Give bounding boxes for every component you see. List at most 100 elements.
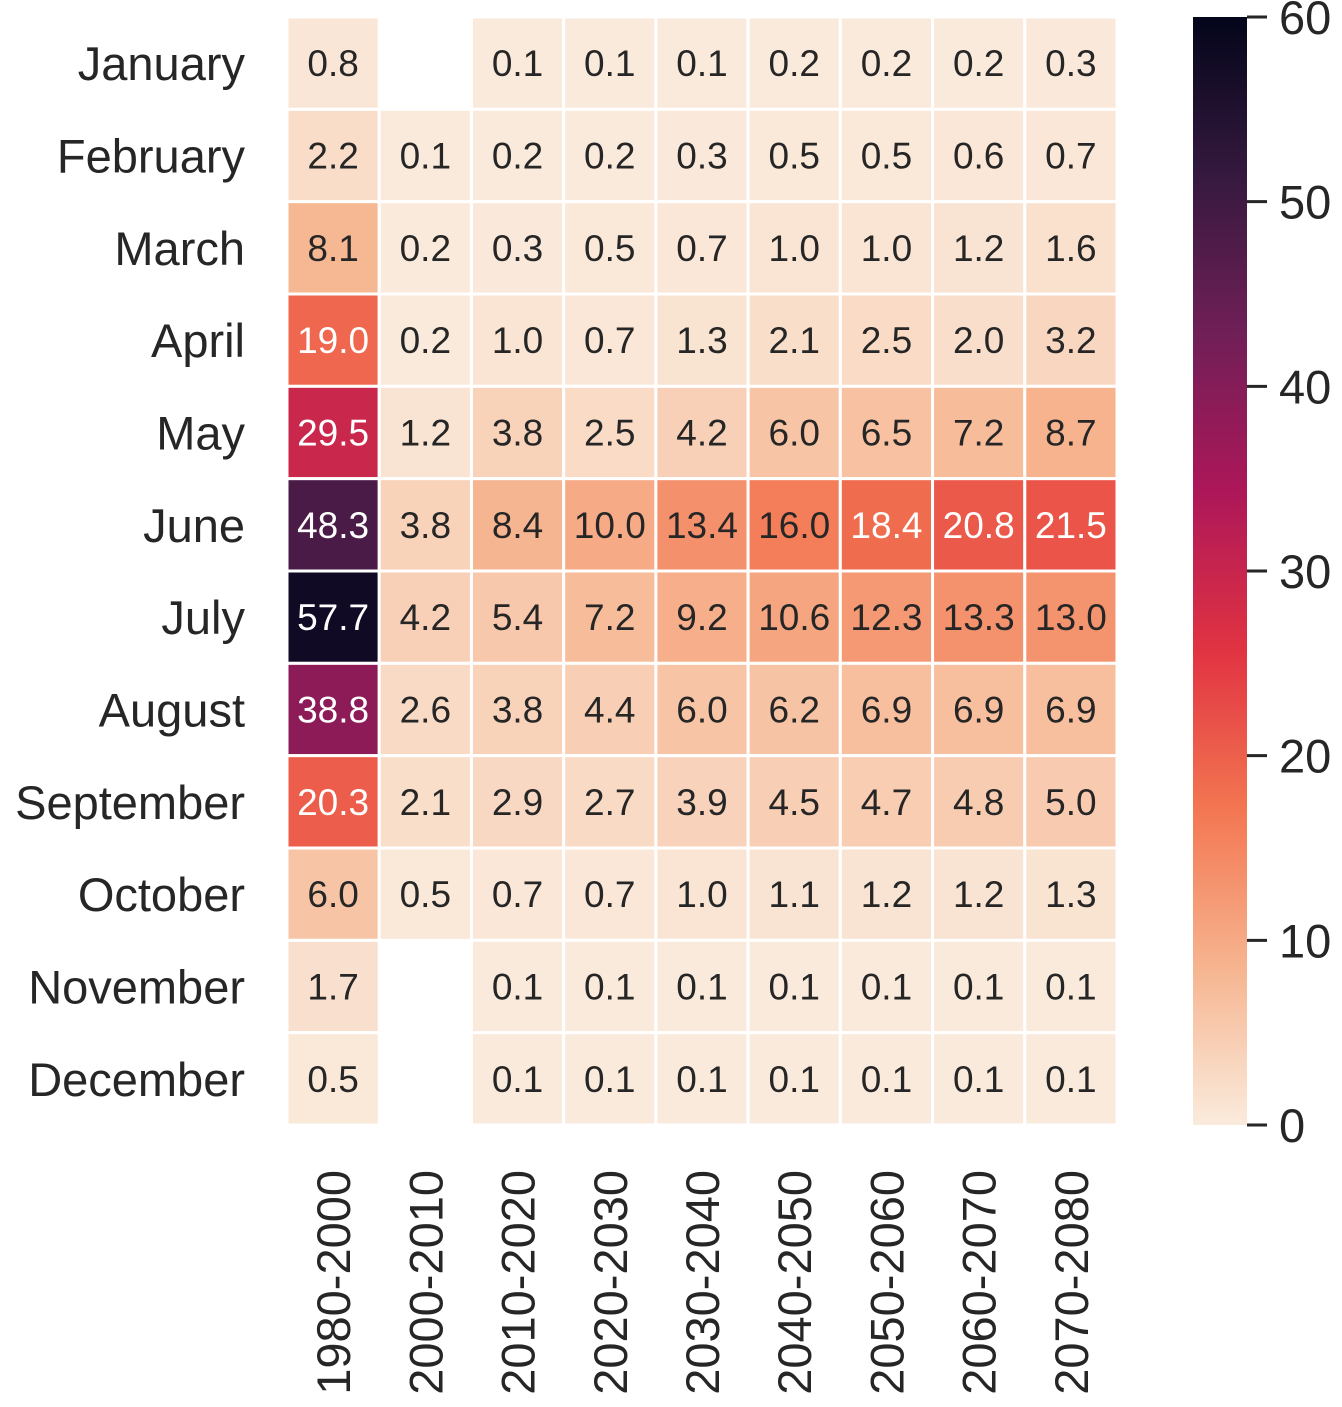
row-label: March — [114, 222, 245, 275]
cell-value-label: 0.5 — [861, 136, 912, 177]
cell-value-label: 1.2 — [400, 413, 451, 454]
heatmap-cell — [562, 754, 658, 850]
cell-value-label: 0.1 — [676, 43, 727, 84]
cell-value-label: 4.8 — [953, 782, 1004, 823]
cell-value-label: 0.2 — [492, 136, 543, 177]
heatmap-cell — [285, 754, 381, 850]
cell-value-label: 6.9 — [1045, 690, 1096, 731]
cell-value-label: 38.8 — [297, 690, 369, 731]
heatmap-cell — [285, 1031, 381, 1127]
cell-value-label: 0.1 — [492, 43, 543, 84]
cell-value-label: 8.1 — [307, 228, 358, 269]
heatmap-cell — [654, 292, 750, 388]
cell-value-label: 0.1 — [400, 136, 451, 177]
colorbar-gradient — [1193, 17, 1247, 1125]
cell-value-label: 2.1 — [769, 320, 820, 361]
cell-value-label: 57.7 — [297, 597, 369, 638]
cell-value-label: 0.3 — [492, 228, 543, 269]
heatmap-cell — [377, 661, 473, 758]
row-label: February — [57, 130, 246, 183]
heatmap-cell — [562, 107, 658, 204]
cell-value-label: 0.6 — [953, 136, 1004, 177]
colorbar: 0 10 20 30 40 50 60 — [1193, 0, 1331, 1152]
heatmap-cell — [562, 661, 658, 758]
heatmap-cell — [654, 754, 750, 850]
cell-value-label: 0.5 — [584, 228, 635, 269]
heatmap-cell — [746, 754, 842, 850]
heatmap-cell — [838, 1031, 935, 1127]
heatmap-cell — [838, 384, 935, 481]
heatmap-cell — [1023, 846, 1119, 942]
cell-value-label: 2.1 — [400, 782, 451, 823]
cell-value-label: 1.3 — [1045, 874, 1096, 915]
column-label: 2020-2030 — [584, 1170, 637, 1395]
cell-value-label: 6.0 — [769, 413, 820, 454]
heatmap-cell — [1023, 200, 1119, 296]
heatmap-cell — [1023, 754, 1119, 850]
cell-value-label: 0.1 — [584, 1059, 635, 1100]
cell-value-label: 0.7 — [584, 874, 635, 915]
row-label: November — [28, 961, 245, 1014]
heatmap-cell — [562, 477, 658, 573]
column-label: 2040-2050 — [768, 1170, 821, 1395]
cell-value-label: 4.7 — [861, 782, 912, 823]
heatmap-cell — [746, 661, 842, 758]
column-label: 2000-2010 — [399, 1170, 452, 1395]
heatmap-cell — [562, 200, 658, 296]
cell-value-label: 0.7 — [584, 320, 635, 361]
heatmap-cell — [746, 569, 842, 665]
cell-value-label: 10.6 — [758, 597, 830, 638]
cell-value-label: 19.0 — [297, 320, 369, 361]
heatmap-cell — [285, 846, 381, 942]
row-label: April — [151, 314, 245, 367]
cell-value-label: 20.3 — [297, 782, 369, 823]
cell-value-label: 1.0 — [769, 228, 820, 269]
cell-value-label: 4.5 — [769, 782, 820, 823]
cell-value-label: 21.5 — [1035, 505, 1107, 546]
cell-value-label: 2.7 — [584, 782, 635, 823]
cell-value-label: 0.2 — [400, 228, 451, 269]
colorbar-tick-label: 10 — [1279, 914, 1331, 967]
row-label: June — [143, 499, 245, 552]
heatmap-cell — [838, 754, 935, 850]
row-label: August — [99, 684, 245, 737]
cell-value-label: 0.7 — [492, 874, 543, 915]
column-label: 2070-2080 — [1045, 1170, 1098, 1395]
cell-value-label: 0.2 — [584, 136, 635, 177]
cell-value-label: 29.5 — [297, 413, 369, 454]
cell-value-label: 9.2 — [676, 597, 727, 638]
colorbar-tick-label: 50 — [1279, 176, 1331, 229]
cell-value-label: 1.2 — [861, 874, 912, 915]
cell-value-label: 13.4 — [666, 505, 738, 546]
heatmap-cell — [285, 477, 381, 573]
cell-value-label: 2.0 — [953, 320, 1004, 361]
cell-value-label: 1.3 — [676, 320, 727, 361]
cell-value-label: 1.2 — [953, 874, 1004, 915]
heatmap-cell — [746, 477, 842, 573]
heatmap-cell — [285, 569, 381, 665]
cell-value-label: 0.1 — [584, 43, 635, 84]
row-label: January — [78, 37, 246, 90]
heatmap-cell — [1023, 1031, 1119, 1127]
heatmap-cell — [838, 846, 935, 942]
heatmap-cell — [654, 661, 750, 758]
cell-value-label: 3.8 — [400, 505, 451, 546]
cell-value-label: 0.5 — [400, 874, 451, 915]
cell-value-label: 20.8 — [943, 505, 1015, 546]
cell-value-label: 0.7 — [1045, 136, 1096, 177]
cell-value-label: 0.1 — [953, 1059, 1004, 1100]
heatmap-cell — [469, 938, 566, 1035]
column-label: 2010-2020 — [492, 1170, 545, 1395]
colorbar-tick-label: 30 — [1279, 545, 1331, 598]
heatmap-cell — [931, 846, 1027, 942]
heatmap-cell — [377, 477, 473, 573]
cell-value-label: 2.9 — [492, 782, 543, 823]
heatmap-cell — [931, 569, 1027, 665]
cell-value-label: 0.1 — [861, 1059, 912, 1100]
heatmap-cell — [1023, 107, 1119, 204]
heatmap-cell — [931, 1031, 1027, 1127]
row-label: May — [156, 407, 245, 460]
cell-value-label: 1.0 — [676, 874, 727, 915]
heatmap-cell — [469, 569, 566, 665]
heatmap-cell — [654, 200, 750, 296]
